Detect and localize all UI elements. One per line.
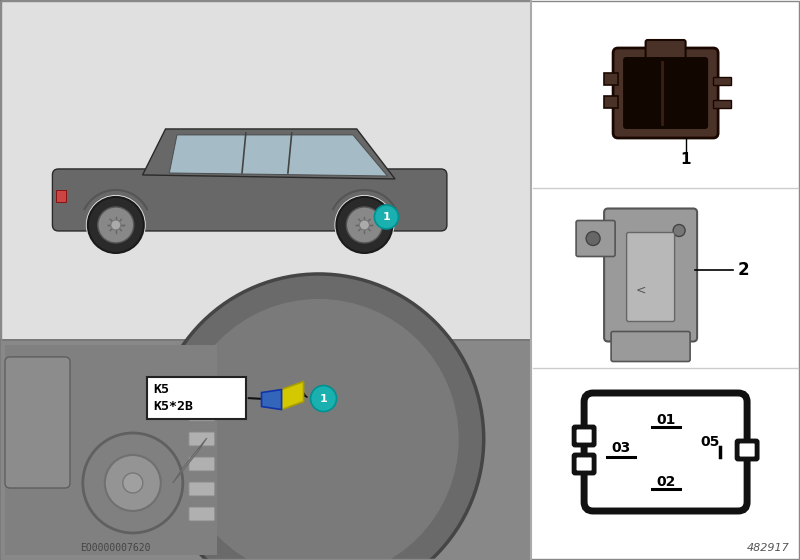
FancyBboxPatch shape — [5, 357, 70, 488]
Bar — [713, 100, 731, 108]
Text: 01: 01 — [656, 413, 675, 427]
Text: <: < — [635, 283, 646, 296]
FancyBboxPatch shape — [604, 208, 697, 342]
Text: 03: 03 — [611, 441, 630, 455]
Bar — [604, 96, 618, 108]
FancyBboxPatch shape — [146, 377, 246, 419]
Circle shape — [346, 207, 382, 243]
Bar — [5, 345, 218, 555]
Circle shape — [154, 274, 484, 560]
Text: 482917: 482917 — [747, 543, 790, 553]
Text: 1: 1 — [382, 212, 390, 222]
FancyBboxPatch shape — [626, 232, 674, 321]
FancyBboxPatch shape — [574, 455, 594, 473]
Bar — [57, 190, 66, 202]
Text: EO0000007620: EO0000007620 — [80, 543, 150, 553]
FancyBboxPatch shape — [189, 507, 215, 521]
Bar — [713, 77, 731, 85]
Circle shape — [111, 220, 121, 230]
Circle shape — [98, 207, 134, 243]
Polygon shape — [142, 129, 395, 179]
FancyBboxPatch shape — [737, 441, 757, 459]
Circle shape — [586, 231, 600, 245]
Text: 05: 05 — [701, 435, 720, 449]
FancyBboxPatch shape — [574, 427, 594, 445]
Text: 02: 02 — [656, 475, 675, 489]
Bar — [0, 0, 531, 340]
FancyBboxPatch shape — [613, 48, 718, 138]
Bar — [604, 73, 618, 85]
Text: 1: 1 — [680, 152, 691, 166]
Text: 2: 2 — [738, 261, 749, 279]
FancyBboxPatch shape — [623, 57, 708, 129]
Bar — [531, 0, 800, 560]
Polygon shape — [282, 381, 303, 409]
Circle shape — [334, 195, 394, 255]
FancyBboxPatch shape — [646, 40, 686, 60]
Polygon shape — [262, 390, 282, 409]
Circle shape — [86, 195, 146, 255]
Polygon shape — [173, 438, 207, 483]
Circle shape — [310, 385, 337, 412]
Circle shape — [88, 197, 144, 253]
Circle shape — [337, 197, 393, 253]
Circle shape — [178, 299, 458, 560]
Circle shape — [123, 473, 143, 493]
Circle shape — [673, 225, 685, 236]
FancyBboxPatch shape — [189, 432, 215, 446]
Bar — [0, 340, 531, 560]
FancyBboxPatch shape — [189, 457, 215, 471]
FancyBboxPatch shape — [189, 382, 215, 396]
Text: K5: K5 — [154, 384, 170, 396]
FancyBboxPatch shape — [189, 407, 215, 421]
Circle shape — [105, 455, 161, 511]
Text: K5*2B: K5*2B — [154, 400, 194, 413]
FancyBboxPatch shape — [189, 482, 215, 496]
FancyBboxPatch shape — [576, 221, 615, 256]
Circle shape — [83, 433, 182, 533]
Circle shape — [374, 205, 398, 229]
Text: 1: 1 — [320, 394, 327, 404]
FancyBboxPatch shape — [53, 169, 447, 231]
Circle shape — [359, 220, 370, 230]
Polygon shape — [170, 135, 387, 176]
FancyBboxPatch shape — [584, 393, 747, 511]
FancyBboxPatch shape — [611, 332, 690, 362]
